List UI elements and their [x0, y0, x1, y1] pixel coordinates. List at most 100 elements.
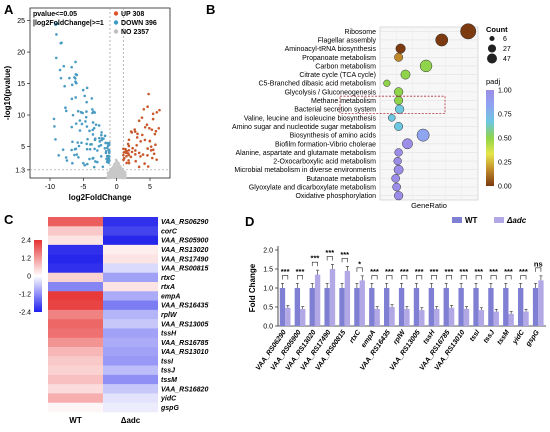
point-down — [58, 68, 62, 72]
pathway-bubble — [395, 43, 406, 54]
heatmap-cell — [103, 217, 158, 227]
point-up — [142, 108, 146, 111]
point-down — [81, 88, 85, 92]
point-down — [91, 108, 94, 111]
pathway-bubble — [393, 156, 402, 166]
y-axis-label: -log10(pvalue) — [3, 66, 12, 121]
point-up — [152, 152, 156, 156]
point-up — [137, 151, 141, 155]
point-up — [126, 142, 130, 146]
point-down — [62, 64, 66, 68]
point-down — [101, 165, 105, 169]
point-down — [96, 149, 99, 152]
color-legend-bar — [486, 90, 494, 186]
heatmap-cell — [103, 282, 158, 292]
size-legend-label: 6 — [503, 36, 507, 43]
point-no — [119, 166, 123, 170]
category-label: gspG — [524, 329, 541, 349]
gene-label: corC — [161, 228, 178, 235]
point-up — [147, 92, 150, 96]
bar — [523, 311, 529, 326]
gene-label: rtxC — [161, 275, 176, 282]
point-down — [78, 119, 82, 122]
bar — [503, 288, 509, 326]
heatmap-cell — [48, 347, 103, 357]
point-down — [64, 156, 68, 159]
point-up — [136, 132, 139, 136]
pathway-bubble — [435, 33, 449, 47]
legend-label: DOWN 396 — [121, 20, 157, 27]
plot-frame — [29, 7, 171, 179]
point-up — [145, 123, 149, 127]
heatmap-cell — [103, 393, 158, 404]
color-legend-tick: 0.75 — [498, 112, 512, 119]
point-down — [98, 136, 101, 140]
point-up — [133, 130, 137, 133]
point-down — [102, 137, 105, 140]
point-down — [82, 161, 85, 165]
point-up — [157, 126, 161, 130]
heatmap-cell — [48, 300, 103, 311]
point-down — [78, 129, 82, 132]
point-down — [84, 120, 87, 123]
point-down — [92, 165, 96, 169]
bar — [314, 274, 321, 326]
significance-label: *** — [385, 267, 394, 276]
point-down — [75, 153, 79, 156]
bar — [463, 308, 470, 326]
point-down — [74, 147, 78, 151]
point-up — [130, 150, 134, 154]
y-tick-label: 0.0 — [263, 324, 273, 331]
point-no — [122, 170, 126, 174]
significance-bracket — [282, 275, 289, 280]
y-tick-label: 2.0 — [263, 248, 273, 255]
point-up — [137, 119, 141, 122]
point-up — [135, 143, 138, 147]
point-down — [59, 76, 63, 80]
point-down — [85, 86, 89, 90]
legend-marker — [113, 20, 119, 25]
pathway-bubble — [394, 52, 404, 62]
point-no — [122, 176, 126, 180]
significance-bracket — [505, 275, 512, 280]
point-down — [64, 109, 68, 113]
point-no — [116, 165, 120, 169]
heatmap-cell — [48, 374, 103, 385]
heatmap-cell — [103, 337, 158, 348]
point-down — [105, 146, 109, 150]
pathway-bubble — [394, 104, 405, 114]
point-down — [100, 131, 103, 134]
point-up — [146, 105, 149, 108]
heatmap-scale-tick: 2.4 — [21, 238, 31, 245]
pathway-bubble — [416, 128, 430, 142]
point-no — [123, 172, 126, 176]
significance-label: *** — [370, 267, 379, 276]
point-no — [118, 175, 121, 178]
pathway-label: Oxidative phosphorylation — [295, 193, 376, 200]
bar — [493, 311, 499, 326]
heatmap-cell — [48, 244, 103, 255]
point-down — [71, 140, 74, 144]
significance-label: * — [358, 259, 361, 268]
point-down — [70, 148, 73, 152]
point-up — [150, 128, 154, 131]
point-up — [149, 149, 153, 152]
gene-label: yidC — [160, 396, 177, 403]
point-up — [122, 151, 126, 154]
heatmap-cell — [48, 393, 103, 404]
y-tick-label: 1.3 — [15, 167, 25, 174]
threshold-text: |log2FoldChange|>=1 — [33, 20, 104, 27]
point-up — [154, 143, 157, 147]
point-up — [151, 148, 155, 152]
point-down — [61, 148, 65, 151]
bar — [434, 308, 440, 326]
point-no — [107, 173, 110, 176]
point-down — [97, 144, 101, 148]
point-down — [74, 122, 78, 125]
pathway-label: C5-Branched dibasic acid metabolism — [259, 81, 377, 88]
heatmap-cell — [103, 272, 158, 283]
point-up — [139, 140, 142, 143]
pathway-label: Flagellar assembly — [318, 37, 377, 44]
point-down — [54, 56, 58, 60]
significance-bracket — [416, 275, 423, 280]
